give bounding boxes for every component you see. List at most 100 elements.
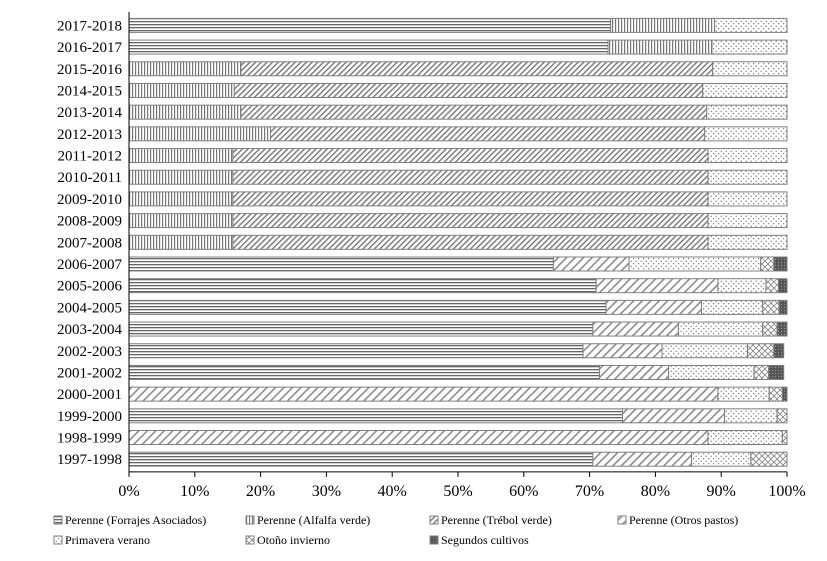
- bar-segment: [707, 191, 788, 207]
- bar-segment: [592, 321, 679, 337]
- bar-segment: [776, 408, 788, 424]
- category-label: 2013-2014: [57, 105, 122, 121]
- bar-segment: [595, 278, 719, 294]
- x-axis: 0% 10% 20% 30% 40% 50% 60% 70% 80% 90% 100%: [118, 12, 806, 500]
- bar-segment: [128, 169, 234, 185]
- legend-swatch: [245, 535, 255, 545]
- bar-segment: [128, 451, 594, 467]
- bar-segment: [707, 148, 788, 164]
- legend-swatch: [429, 535, 439, 545]
- bar-segment: [712, 61, 788, 77]
- bar-segment: [128, 256, 554, 272]
- category-label: 2009-2010: [57, 192, 122, 208]
- bar-segment: [707, 169, 788, 185]
- legend-swatch: [53, 535, 63, 545]
- bar-segment: [628, 256, 762, 272]
- bar-segment: [232, 169, 709, 185]
- legend-swatch: [429, 515, 439, 525]
- legend-label: Perenne (Alfalfa verde): [257, 513, 370, 527]
- bar-segment: [232, 191, 709, 207]
- x-tick-label: 60%: [509, 483, 538, 500]
- bar-segment: [781, 386, 788, 402]
- legend-label: Perenne (Otros pastos): [629, 513, 738, 527]
- x-tick-label: 30%: [312, 483, 341, 500]
- x-tick-label: 100%: [768, 483, 805, 500]
- bar-segment: [762, 321, 778, 337]
- legend-label: Perenne (Forrajes Asociados): [65, 513, 206, 527]
- x-tick-label: 50%: [443, 483, 472, 500]
- bar-segment: [128, 82, 235, 98]
- category-label: 2014-2015: [57, 83, 122, 99]
- category-label: 2015-2016: [57, 62, 122, 78]
- x-tick-label: 90%: [707, 483, 736, 500]
- bar-segment: [128, 234, 234, 250]
- bar-segment: [128, 343, 584, 359]
- bar-segment: [128, 299, 607, 315]
- bar-segment: [128, 148, 234, 164]
- category-label: 2012-2013: [57, 127, 122, 143]
- category-label: 2003-2004: [57, 322, 122, 338]
- bar-segment: [773, 343, 785, 359]
- bar-segment: [668, 364, 755, 380]
- legend-swatch: [245, 515, 255, 525]
- bar-segment: [128, 364, 600, 380]
- bar-segment: [128, 104, 242, 120]
- x-tick-label: 10%: [180, 483, 209, 500]
- bar-segment: [768, 386, 783, 402]
- x-tick-label: 70%: [575, 483, 604, 500]
- x-tick-label: 80%: [641, 483, 670, 500]
- bar-segment: [781, 430, 788, 446]
- bar-segment: [128, 278, 597, 294]
- bar-segment: [598, 364, 670, 380]
- bar-segment: [128, 191, 234, 207]
- legend-swatch: [617, 515, 627, 525]
- category-label: 2006-2007: [57, 257, 122, 273]
- category-label: 2004-2005: [57, 300, 122, 316]
- category-label: 2002-2003: [57, 344, 122, 360]
- bar-segment: [773, 256, 788, 272]
- bar-segment: [240, 104, 708, 120]
- bar-segment: [707, 234, 788, 250]
- bar-segment: [128, 17, 612, 33]
- bar-segment: [747, 343, 775, 359]
- bar-segment: [233, 82, 704, 98]
- bar-segment: [702, 82, 788, 98]
- category-label: 2008-2009: [57, 214, 122, 230]
- bar-segment: [232, 213, 709, 229]
- category-label: 2007-2008: [57, 235, 122, 251]
- bar-segment: [128, 61, 242, 77]
- bar-segment: [622, 408, 725, 424]
- bar-segment: [128, 126, 271, 142]
- category-axis: 1997-1998 1998-1999 1999-2000 2000-2001 2001…: [57, 18, 122, 468]
- bar-segment: [765, 278, 779, 294]
- bar-segment: [610, 17, 716, 33]
- bar-segment: [777, 278, 788, 294]
- bar-segment: [768, 364, 785, 380]
- legend-swatch: [53, 515, 63, 525]
- bar-segment: [552, 256, 630, 272]
- legend: Perenne (Forrajes Asociados) Perenne (Alf…: [53, 513, 738, 547]
- legend-label: Segundos cultivos: [441, 533, 529, 547]
- bar-segment: [582, 343, 663, 359]
- category-label: 2010-2011: [58, 170, 122, 186]
- bar-segment: [750, 451, 788, 467]
- category-label: 2016-2017: [57, 40, 122, 56]
- legend-label: Primavera verano: [65, 533, 150, 547]
- category-label: 1997-1998: [57, 452, 122, 468]
- bar-segment: [711, 39, 788, 55]
- category-label: 1999-2000: [57, 409, 122, 425]
- category-label: 2000-2001: [57, 387, 122, 403]
- bar-segment: [762, 299, 780, 315]
- category-label: 2005-2006: [57, 279, 122, 295]
- bar-segment: [607, 39, 713, 55]
- bar-segment: [691, 451, 752, 467]
- bar-segment: [707, 430, 783, 446]
- category-label: 2011-2012: [58, 149, 122, 165]
- bar-segment: [714, 17, 788, 33]
- bar-segment: [776, 321, 788, 337]
- bar-segment: [753, 364, 770, 380]
- bar-segment: [717, 278, 767, 294]
- bar-segment: [723, 408, 778, 424]
- bar-segment: [128, 213, 234, 229]
- bar-segment: [677, 321, 764, 337]
